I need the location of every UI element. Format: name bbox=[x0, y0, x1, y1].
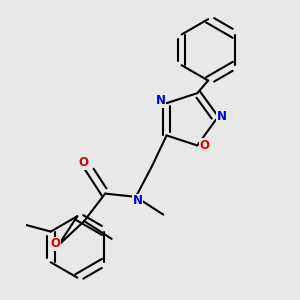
Text: N: N bbox=[156, 94, 166, 107]
Text: N: N bbox=[133, 194, 142, 207]
Text: O: O bbox=[79, 156, 88, 170]
Text: O: O bbox=[50, 237, 60, 250]
Text: N: N bbox=[217, 110, 227, 123]
Text: O: O bbox=[200, 139, 209, 152]
